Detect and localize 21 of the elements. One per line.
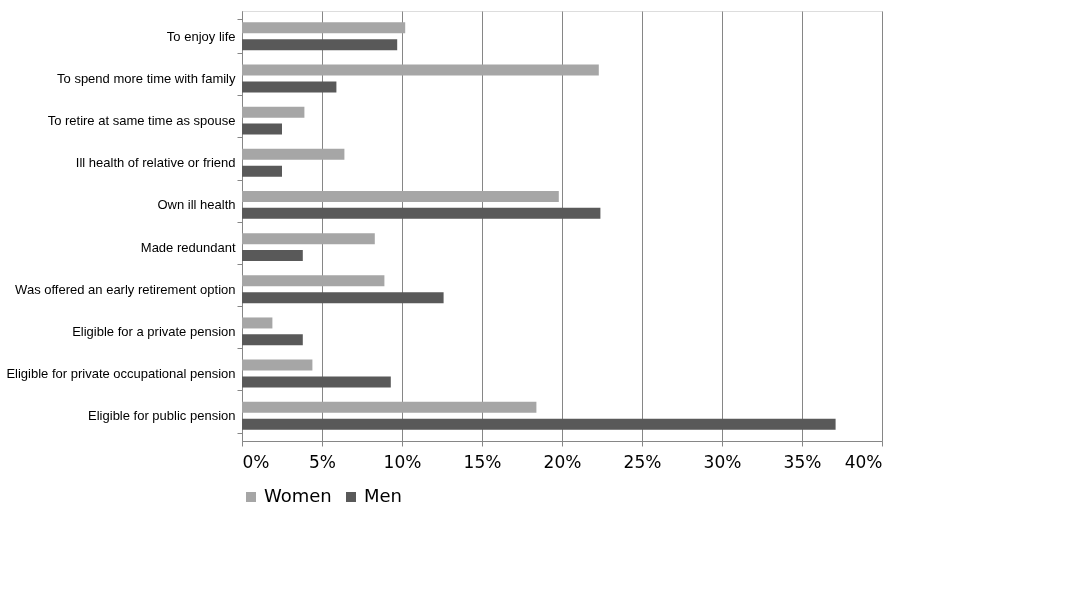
y-tick-label: Eligible for private occupational pension [6,366,236,382]
x-tick-label: 30% [703,451,742,472]
x-tick-label: 35% [783,451,822,472]
x-tick-label: 10% [383,451,422,472]
x-tick-label: 15% [463,451,502,472]
x-tick-label: 40% [844,451,883,472]
x-tick-label: 5% [309,451,336,472]
legend-label: Men [364,485,403,506]
y-tick-label: To retire at same time as spouse [47,113,236,129]
x-tick-label: 25% [623,451,662,472]
y-tick-label: Made redundant [140,239,236,255]
legend-label: Women [264,485,332,506]
y-tick-label: To enjoy life [166,28,236,44]
y-tick-label: Eligible for a private pension [72,323,236,339]
y-tick-label: Eligible for public pension [88,408,236,424]
y-tick-label: Own ill health [157,197,236,213]
x-tick-label: 0% [242,451,270,472]
y-tick-label: To spend more time with family [57,70,236,86]
y-tick-label: Was offered an early retirement option [15,281,236,297]
y-tick-label: Ill health of relative or friend [75,155,236,171]
x-tick-label: 20% [543,451,582,472]
